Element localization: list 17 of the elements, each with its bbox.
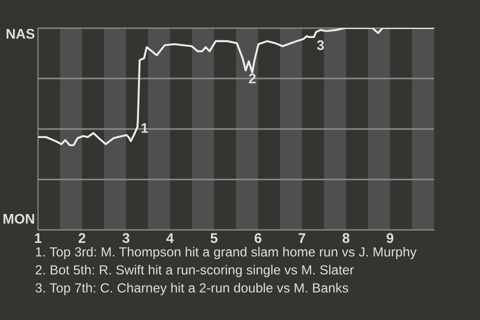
x-tick-label: 2 bbox=[78, 233, 86, 243]
annotation: 3 bbox=[316, 40, 324, 50]
x-tick-label: 5 bbox=[210, 233, 218, 243]
x-tick-label: 8 bbox=[342, 233, 350, 243]
text: 3. Top 7th: C. Charney hit a 2-run double vs M. Banks bbox=[36, 282, 348, 296]
x-tick-label: 9 bbox=[386, 233, 394, 243]
annotation: 1 bbox=[142, 123, 148, 133]
text: MON bbox=[4, 214, 34, 224]
x-tick-label: 4 bbox=[166, 233, 174, 243]
x-tick-label: 7 bbox=[298, 233, 306, 243]
annotation: 2 bbox=[248, 74, 256, 84]
x-tick-label: 3 bbox=[122, 233, 130, 243]
text: 2. Bot 5th: R. Swift hit a run-scoring single vs M. Slater bbox=[36, 264, 354, 278]
text: 1. Top 3rd: M. Thompson hit a grand slam home run vs J. Murphy bbox=[36, 246, 417, 260]
x-tick-label: 1 bbox=[35, 233, 42, 243]
text: NAS bbox=[6, 28, 34, 39]
x-tick-label: 6 bbox=[254, 233, 262, 243]
